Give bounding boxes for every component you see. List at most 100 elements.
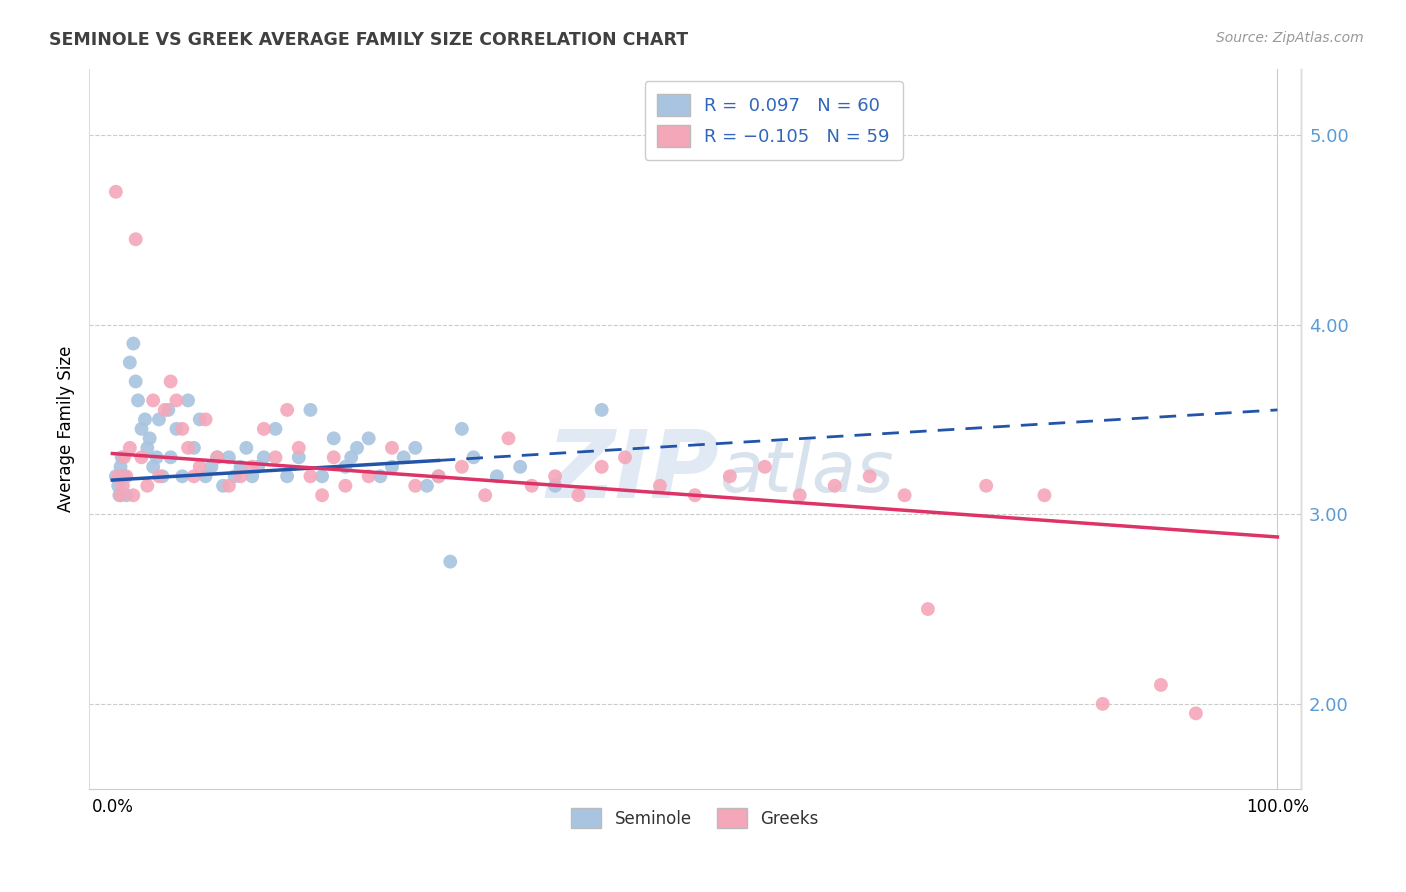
Point [392, 450, 415, 465]
Text: ZIP: ZIP [547, 426, 718, 518]
Point [124, 375, 146, 389]
Point [108, 488, 131, 502]
Point [136, 479, 159, 493]
Point [188, 412, 211, 426]
Point [648, 479, 671, 493]
Point [509, 459, 531, 474]
Point [111, 450, 134, 465]
Point [177, 441, 200, 455]
Point [917, 602, 939, 616]
Y-axis label: Average Family Size: Average Family Size [58, 346, 75, 512]
Point [183, 441, 205, 455]
Point [136, 441, 159, 455]
Point [111, 479, 134, 493]
Point [718, 469, 741, 483]
Point [194, 469, 217, 483]
Point [404, 479, 426, 493]
Point [357, 431, 380, 445]
Point [299, 403, 322, 417]
Point [118, 441, 141, 455]
Point [110, 488, 132, 502]
Point [1150, 678, 1173, 692]
Point [253, 450, 276, 465]
Point [474, 488, 496, 502]
Point [177, 393, 200, 408]
Point [427, 469, 450, 483]
Point [322, 450, 344, 465]
Point [142, 459, 165, 474]
Point [416, 479, 439, 493]
Point [614, 450, 637, 465]
Point [974, 479, 997, 493]
Point [165, 393, 187, 408]
Point [229, 469, 252, 483]
Point [276, 403, 298, 417]
Point [253, 422, 276, 436]
Point [485, 469, 508, 483]
Point [591, 459, 613, 474]
Text: atlas: atlas [718, 438, 894, 507]
Point [131, 450, 153, 465]
Point [346, 441, 368, 455]
Point [288, 450, 311, 465]
Point [134, 412, 156, 426]
Point [159, 450, 181, 465]
Point [229, 459, 252, 474]
Point [754, 459, 776, 474]
Point [138, 431, 160, 445]
Point [224, 469, 246, 483]
Point [311, 469, 333, 483]
Point [1091, 697, 1114, 711]
Point [1033, 488, 1056, 502]
Point [183, 469, 205, 483]
Point [520, 479, 543, 493]
Text: SEMINOLE VS GREEK AVERAGE FAMILY SIZE CORRELATION CHART: SEMINOLE VS GREEK AVERAGE FAMILY SIZE CO… [49, 31, 689, 49]
Point [591, 403, 613, 417]
Point [131, 422, 153, 436]
Point [104, 469, 127, 483]
Point [115, 488, 138, 502]
Point [824, 479, 846, 493]
Point [451, 422, 474, 436]
Point [240, 459, 263, 474]
Point [107, 479, 129, 493]
Point [115, 469, 138, 483]
Point [1185, 706, 1208, 721]
Point [264, 450, 287, 465]
Point [322, 431, 344, 445]
Point [112, 450, 135, 465]
Point [124, 232, 146, 246]
Point [276, 469, 298, 483]
Point [683, 488, 706, 502]
Point [188, 459, 211, 474]
Point [859, 469, 882, 483]
Point [544, 469, 567, 483]
Point [110, 459, 132, 474]
Point [463, 450, 485, 465]
Point [122, 488, 145, 502]
Legend: Seminole, Greeks: Seminole, Greeks [565, 801, 825, 835]
Point [172, 469, 194, 483]
Point [165, 422, 187, 436]
Point [335, 479, 357, 493]
Point [235, 441, 257, 455]
Point [194, 412, 217, 426]
Point [148, 469, 170, 483]
Point [118, 355, 141, 369]
Point [335, 459, 357, 474]
Point [340, 450, 363, 465]
Point [218, 479, 240, 493]
Point [370, 469, 392, 483]
Point [127, 393, 149, 408]
Point [205, 450, 228, 465]
Point [299, 469, 322, 483]
Point [152, 469, 174, 483]
Point [789, 488, 811, 502]
Point [311, 488, 333, 502]
Text: Source: ZipAtlas.com: Source: ZipAtlas.com [1216, 31, 1364, 45]
Point [142, 393, 165, 408]
Point [357, 469, 380, 483]
Point [218, 450, 240, 465]
Point [893, 488, 915, 502]
Point [544, 479, 567, 493]
